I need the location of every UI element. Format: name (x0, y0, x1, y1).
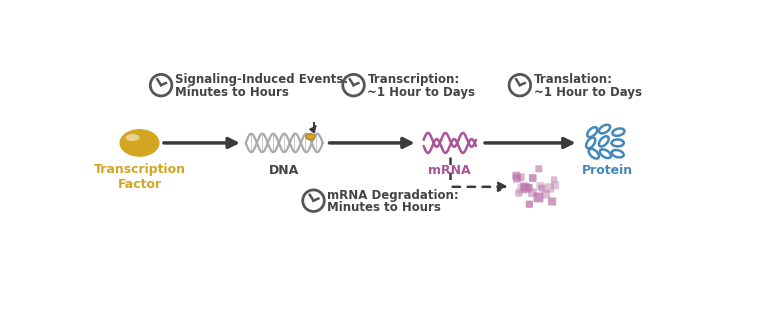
Text: ~1 Hour to Days: ~1 Hour to Days (367, 85, 475, 99)
FancyBboxPatch shape (517, 173, 525, 181)
Text: DNA: DNA (269, 164, 300, 178)
Text: Signaling-Induced Events:: Signaling-Induced Events: (175, 73, 348, 86)
FancyBboxPatch shape (544, 183, 555, 193)
Text: Translation:: Translation: (534, 73, 613, 86)
FancyBboxPatch shape (528, 188, 537, 197)
FancyBboxPatch shape (529, 174, 537, 182)
FancyBboxPatch shape (548, 197, 556, 206)
FancyBboxPatch shape (525, 184, 533, 192)
Text: Minutes to Hours: Minutes to Hours (328, 201, 441, 214)
FancyBboxPatch shape (537, 182, 544, 190)
FancyBboxPatch shape (551, 176, 558, 183)
Text: Protein: Protein (582, 164, 633, 178)
FancyBboxPatch shape (534, 193, 544, 202)
FancyBboxPatch shape (517, 184, 527, 194)
FancyBboxPatch shape (526, 201, 533, 208)
FancyBboxPatch shape (512, 174, 521, 183)
FancyBboxPatch shape (520, 183, 529, 191)
Ellipse shape (126, 134, 140, 141)
Ellipse shape (306, 134, 315, 140)
FancyBboxPatch shape (512, 172, 520, 179)
FancyBboxPatch shape (538, 185, 545, 192)
Text: mRNA: mRNA (428, 164, 471, 178)
Text: mRNA Degradation:: mRNA Degradation: (328, 189, 459, 202)
Text: Minutes to Hours: Minutes to Hours (175, 85, 289, 99)
Text: Transcription
Factor: Transcription Factor (94, 163, 186, 191)
FancyBboxPatch shape (515, 189, 523, 197)
FancyBboxPatch shape (542, 190, 550, 198)
Ellipse shape (119, 129, 159, 157)
Text: ~1 Hour to Days: ~1 Hour to Days (534, 85, 642, 99)
Text: Transcription:: Transcription: (367, 73, 459, 86)
FancyBboxPatch shape (551, 181, 559, 189)
FancyBboxPatch shape (535, 165, 542, 172)
FancyBboxPatch shape (522, 184, 530, 193)
